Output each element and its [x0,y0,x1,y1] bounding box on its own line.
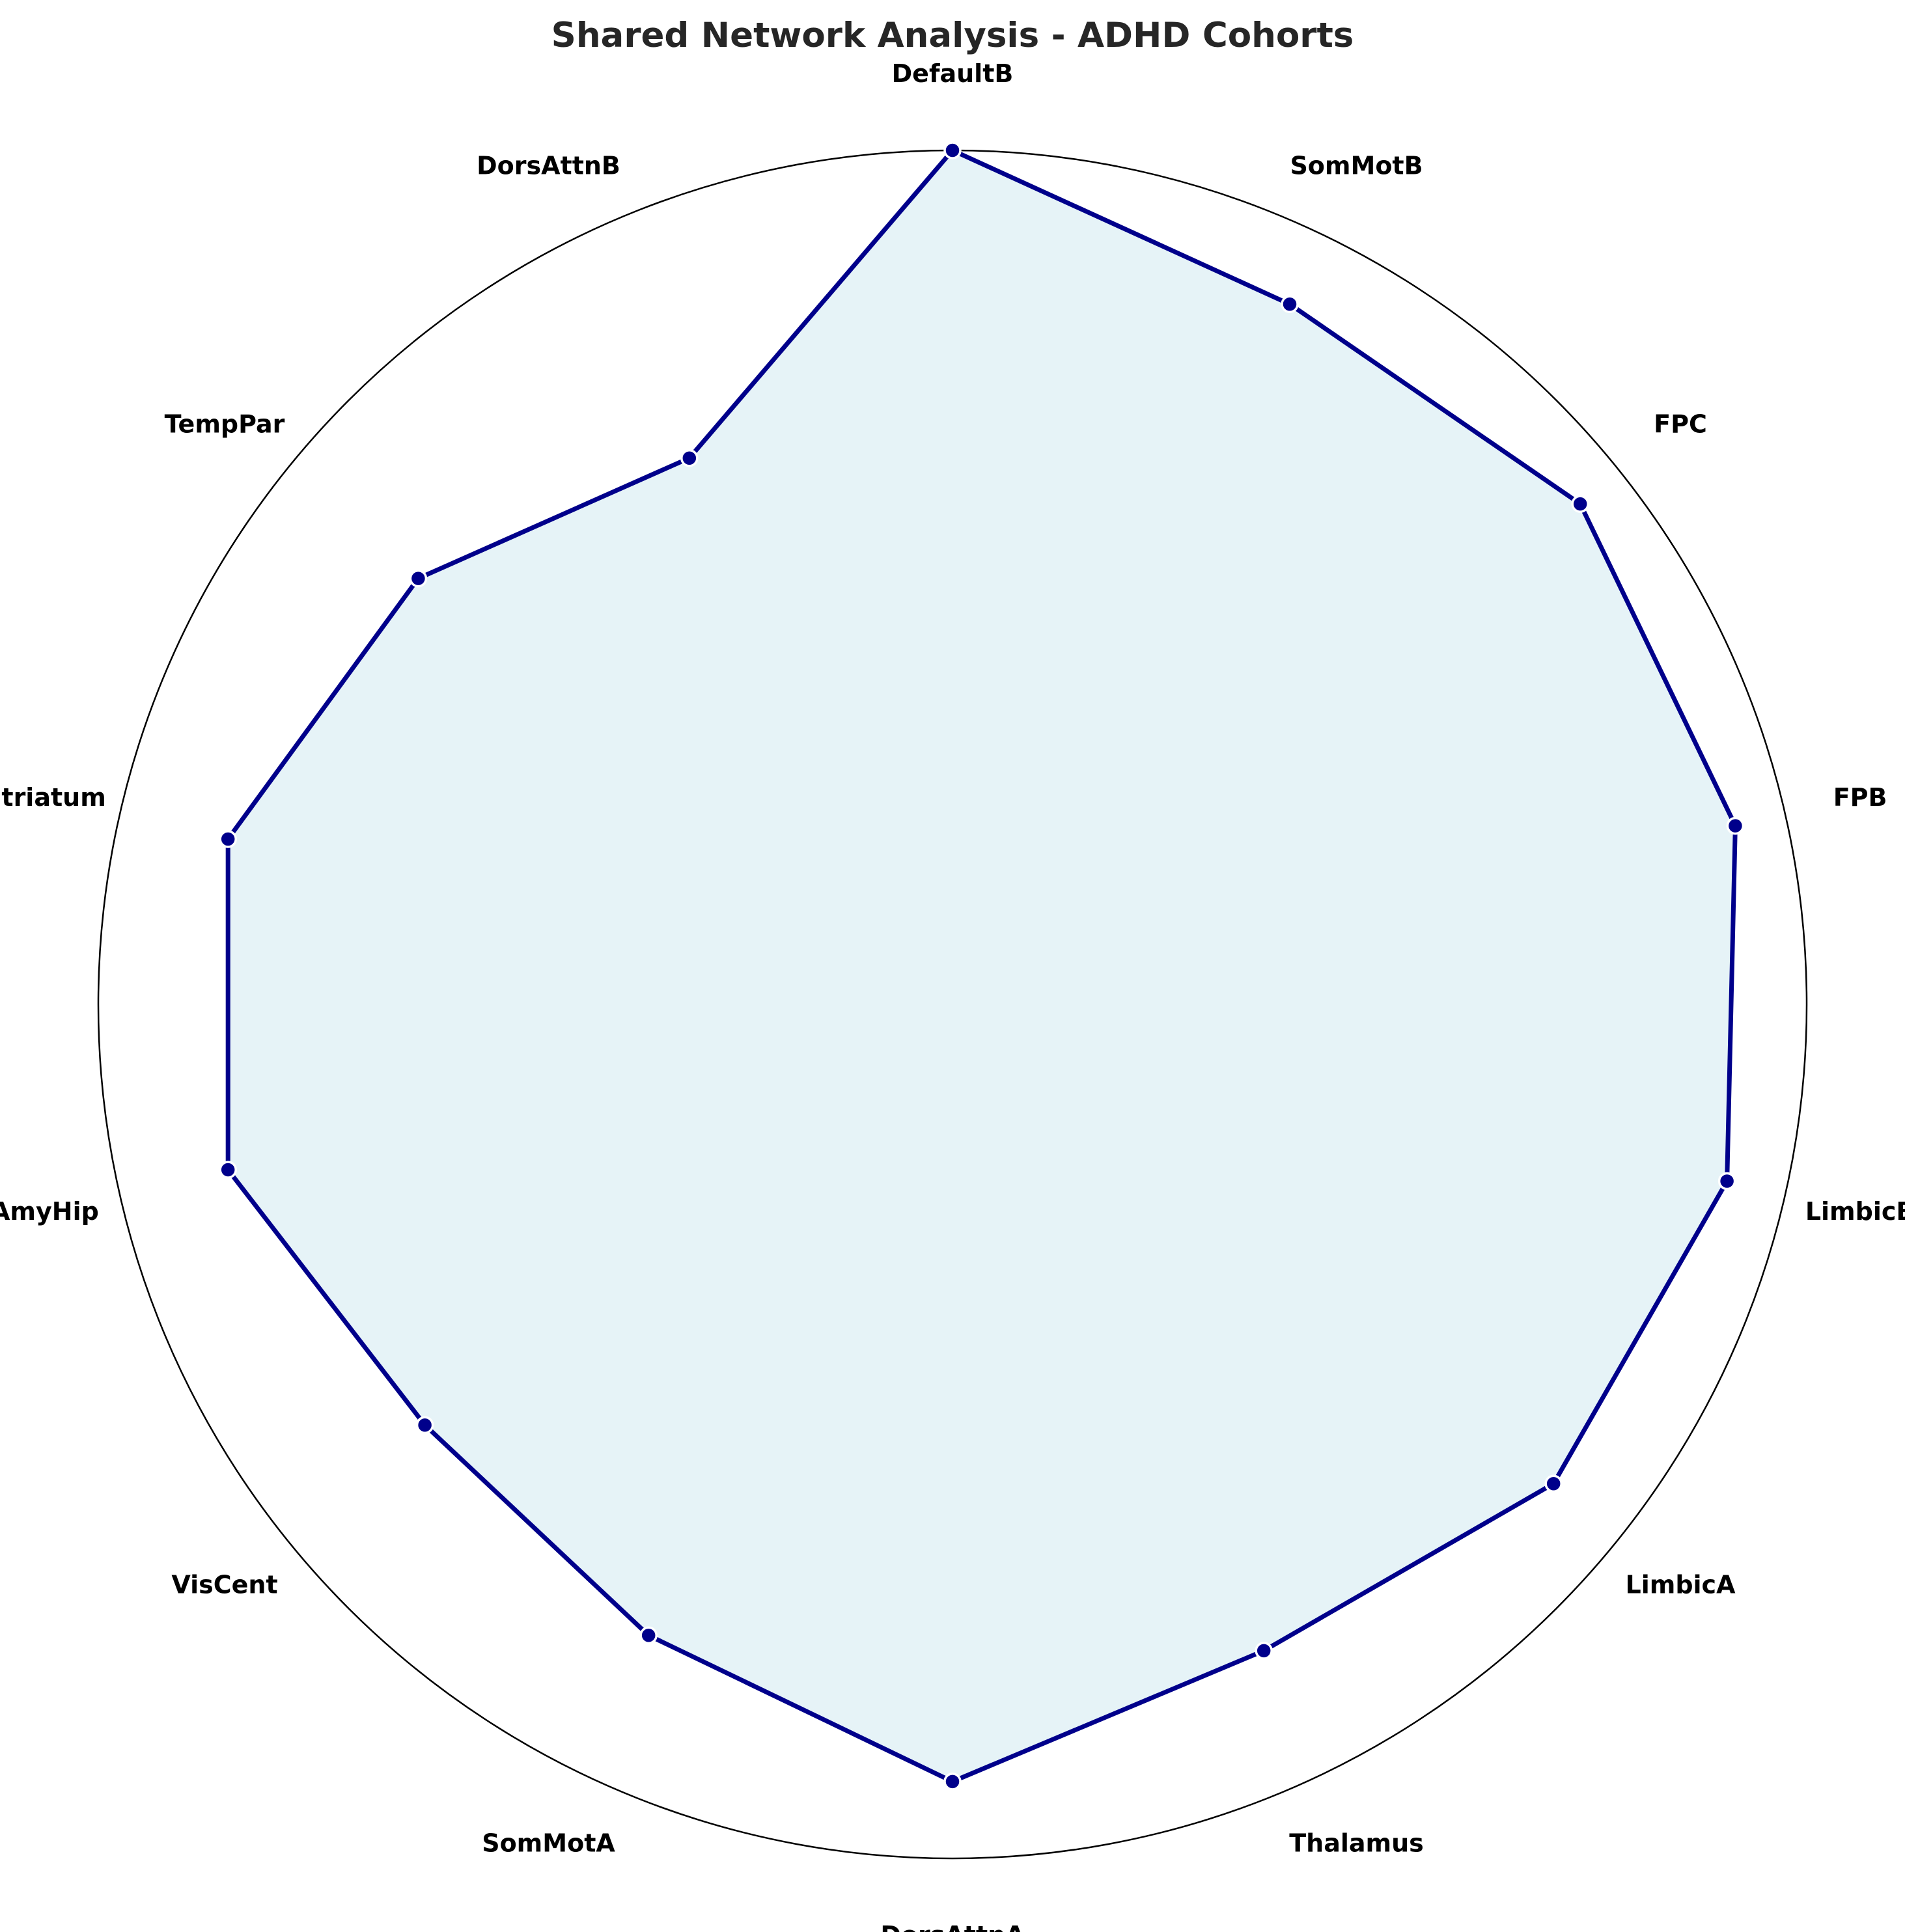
data-point-defaultb [943,141,962,159]
category-label-viscent: VisCent [171,1571,277,1599]
category-label-thalamus: Thalamus [1289,1828,1424,1857]
data-point-dorsattnb [680,448,699,467]
category-label-limbicb: LimbicB [1805,1197,1905,1226]
data-point-limbica [1544,1474,1563,1493]
data-point-sommota [639,1626,658,1645]
data-point-viscent [415,1416,434,1434]
category-label-amyhip: AmyHip [0,1197,99,1226]
chart-title: Shared Network Analysis - ADHD Cohorts [551,16,1354,55]
category-label-sommotb: SomMotB [1290,152,1423,180]
data-point-thalamus [1255,1642,1273,1660]
data-point-dorsattna [943,1773,962,1791]
data-point-limbicb [1717,1172,1736,1191]
category-label-striatum: Striatum [0,783,106,812]
category-label-dorsattnb: DorsAttnB [477,152,620,180]
category-label-dorsattna: DorsAttnA [880,1921,1025,1932]
category-label-limbica: LimbicA [1626,1571,1736,1599]
series-markers [219,141,1745,1791]
category-labels: DefaultB SomMotB FPC FPB LimbicB LimbicA Thala… [0,59,1905,1932]
data-point-sommotb [1281,295,1299,314]
category-label-fpc: FPC [1654,409,1707,438]
data-point-amyhip [219,1161,237,1179]
category-label-sommota: SomMotA [482,1828,615,1857]
category-label-temppar: TempPar [165,409,285,438]
category-label-defaultb: DefaultB [892,59,1014,88]
data-point-fpc [1571,495,1589,513]
data-point-striatum [219,830,237,848]
series-area [228,150,1736,1782]
data-point-fpb [1726,816,1745,835]
data-point-temppar [409,569,428,588]
category-label-fpb: FPB [1833,783,1887,812]
